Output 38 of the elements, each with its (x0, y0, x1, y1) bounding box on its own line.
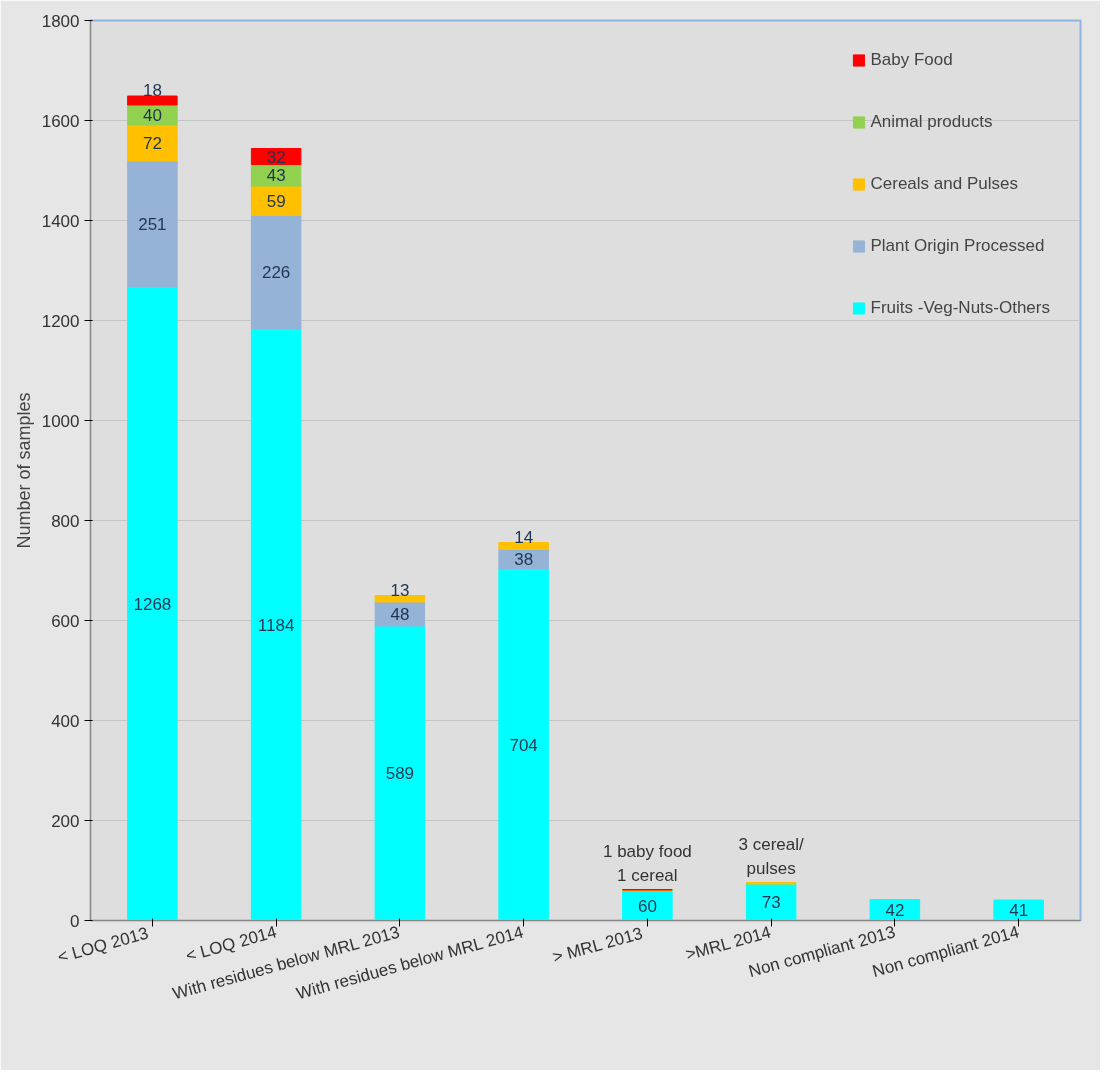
y-tick-label: 800 (51, 511, 80, 531)
data-label: 73 (761, 893, 781, 913)
y-tick-label: 1000 (41, 411, 80, 431)
legend-label: Fruits -Veg-Nuts-Others (870, 298, 1050, 318)
data-label: 42 (885, 901, 905, 920)
data-label: 13 (390, 580, 410, 600)
y-tick-label: 0 (70, 911, 80, 931)
legend-label: Animal products (870, 112, 993, 132)
legend-label: Plant Origin Processed (870, 236, 1045, 256)
annotation: 3 cereal/ pulses (738, 834, 804, 879)
annotation: 1 baby food 1 cereal (602, 841, 692, 886)
y-tick-label: 1600 (41, 111, 80, 131)
data-label: 60 (637, 896, 657, 916)
data-label: 43 (266, 166, 286, 186)
data-label: 48 (390, 605, 410, 624)
legend-label: Baby Food (870, 50, 953, 70)
data-label: 251 (138, 214, 167, 234)
y-tick-label: 1200 (41, 311, 80, 331)
y-tick-label: 400 (51, 711, 80, 731)
data-label: 589 (385, 764, 415, 784)
y-tick-label: 1400 (41, 211, 80, 231)
legend-label: Cereals and Pulses (870, 174, 1018, 194)
data-label: 41 (1009, 901, 1029, 921)
data-label: 32 (266, 147, 286, 167)
data-label: 72 (142, 134, 162, 153)
data-label: 226 (261, 263, 291, 282)
x-tick-label: > MRL 2013 (550, 923, 645, 967)
y-tick-label: 600 (51, 611, 80, 631)
data-label: 14 (514, 527, 534, 547)
y-tick-label: 200 (51, 811, 80, 831)
y-axis-title: Number of samples (13, 392, 34, 549)
data-label: 704 (509, 735, 538, 755)
y-tick-label: 1800 (41, 11, 80, 31)
data-label: 38 (514, 550, 534, 569)
data-label: 59 (266, 191, 286, 211)
data-label: 40 (142, 106, 162, 125)
data-label: 1184 (257, 615, 295, 635)
data-label: 1268 (133, 594, 172, 614)
